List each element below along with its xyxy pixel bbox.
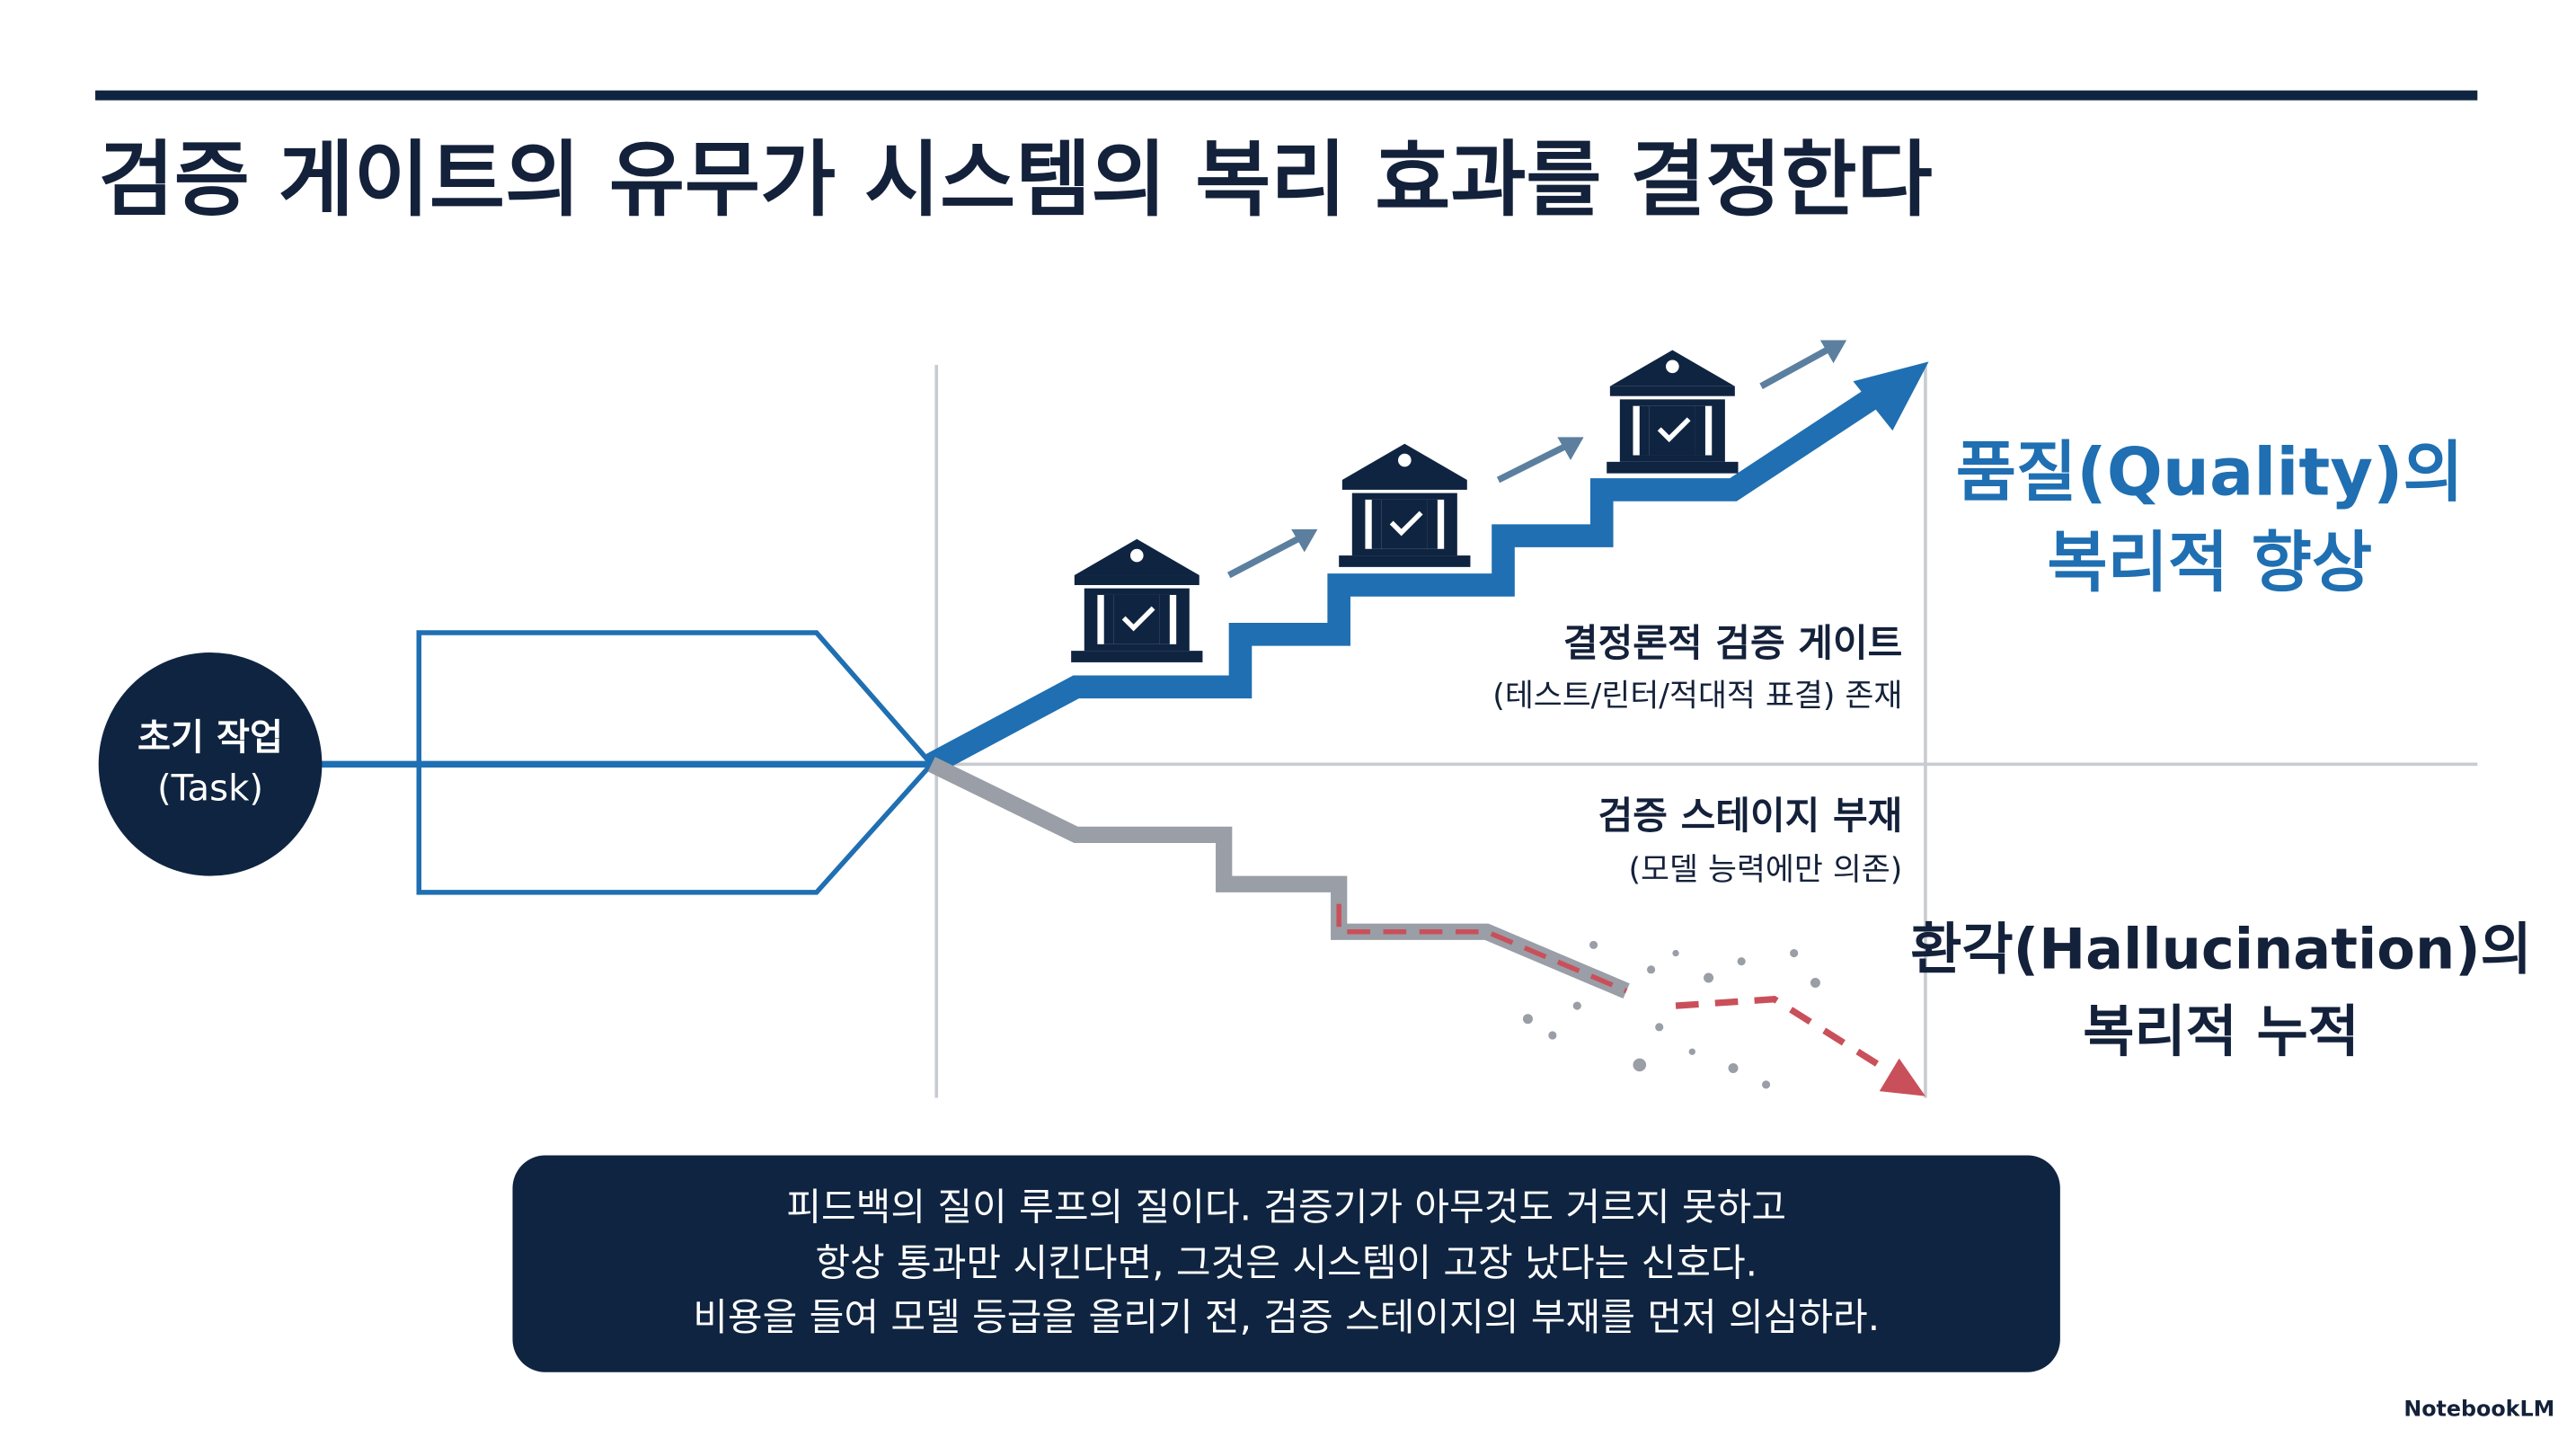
footer-line: 항상 통과만 시킨다면, 그것은 시스템이 고장 났다는 신호다. (815, 1240, 1757, 1284)
hallucination-path (927, 757, 1630, 999)
brand: NotebookLM (2403, 1396, 2554, 1421)
quality-outcome: 복리적 향상 (2047, 525, 2372, 601)
start-sublabel: (Task) (157, 768, 263, 810)
start-label: 초기 작업 (137, 717, 283, 759)
title: 검증 게이트의 유무가 시스템의 복리 효과를 결정한다 (99, 132, 1933, 228)
arrow-head (1853, 361, 1929, 431)
gate-icon (1071, 539, 1202, 662)
no-gate-label: 검증 스테이지 부재 (1598, 794, 1903, 838)
quality-outcome: 품질(Quality)의 (1956, 434, 2464, 510)
step-arrows (1226, 340, 1847, 579)
hallucination-outcome: 복리적 누적 (2083, 999, 2359, 1064)
no-gate-detail: (모델 능력에만 의존) (1628, 852, 1902, 888)
gate-icon (1607, 351, 1738, 474)
start-node (98, 652, 323, 876)
hallucination-outcome: 환각(Hallucination)의 (1910, 917, 2532, 982)
gate-label: 결정론적 검증 게이트 (1563, 621, 1902, 665)
footer-line: 피드백의 질이 루프의 질이다. 검증기가 아무것도 거르지 못하고 (786, 1185, 1786, 1229)
quality-path (925, 387, 1880, 775)
gate-icon (1339, 444, 1470, 567)
arrow-head (1879, 1058, 1925, 1096)
gate-detail: (테스트/린터/적대적 표결) 존재 (1492, 678, 1902, 714)
top-rule (95, 90, 2478, 101)
footer-line: 비용을 들여 모델 등급을 올리기 전, 검증 스테이지의 부재를 먼저 의심하… (693, 1295, 1880, 1339)
error-arrow (1675, 996, 1891, 1075)
scatter (1522, 940, 1820, 1089)
footer-box (512, 1155, 2060, 1372)
error-trace (1336, 903, 1628, 994)
funnel (416, 630, 935, 895)
